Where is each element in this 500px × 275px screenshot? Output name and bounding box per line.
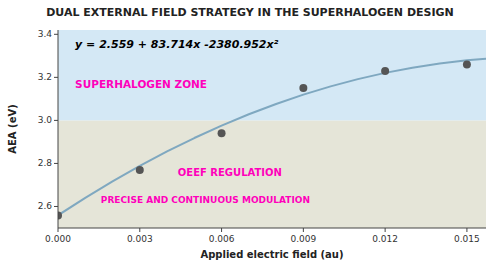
data-point	[218, 129, 226, 137]
data-point	[463, 60, 471, 68]
data-point	[58, 212, 62, 220]
x-tick-label: 0.012	[372, 234, 398, 244]
y-tick-label: 2.8	[38, 158, 53, 168]
y-tick	[54, 163, 58, 164]
plot-area	[58, 30, 486, 228]
data-point	[136, 166, 144, 174]
fit-curve	[58, 59, 486, 216]
zone-band	[58, 30, 486, 120]
annotation: PRECISE AND CONTINUOUS MODULATION	[101, 195, 310, 205]
x-tick-label: 0.000	[45, 234, 71, 244]
y-axis-label: AEA (eV)	[7, 104, 18, 153]
y-tick-label: 3.0	[38, 115, 53, 125]
y-tick	[54, 34, 58, 35]
chart: DUAL EXTERNAL FIELD STRATEGY IN THE SUPE…	[0, 0, 500, 275]
data-point	[299, 84, 307, 92]
y-tick	[54, 120, 58, 121]
x-tick	[385, 228, 386, 232]
x-tick	[58, 228, 59, 232]
page: {"chart_data": { "type": "scatter", "tit…	[0, 0, 500, 275]
annotation: OEEF REGULATION	[178, 167, 282, 178]
x-tick	[303, 228, 304, 232]
x-tick-label: 0.003	[127, 234, 153, 244]
x-axis-label: Applied electric field (au)	[200, 249, 343, 260]
x-tick	[221, 228, 222, 232]
y-tick-label: 3.2	[38, 72, 52, 82]
y-tick	[54, 206, 58, 207]
y-tick-label: 2.6	[38, 201, 53, 211]
x-axis-line	[58, 228, 486, 229]
annotation: SUPERHALOGEN ZONE	[75, 78, 207, 90]
title: DUAL EXTERNAL FIELD STRATEGY IN THE SUPE…	[46, 6, 454, 19]
zone-band	[58, 120, 486, 228]
x-tick	[466, 228, 467, 232]
x-tick	[139, 228, 140, 232]
data-point	[381, 67, 389, 75]
x-tick-label: 0.006	[209, 234, 235, 244]
x-tick-label: 0.015	[454, 234, 480, 244]
x-tick-label: 0.009	[290, 234, 316, 244]
y-tick-label: 3.4	[38, 29, 53, 39]
y-axis-line	[58, 30, 59, 228]
y-tick	[54, 77, 58, 78]
annotation: y = 2.559 + 83.714x -2380.952x²	[75, 38, 279, 51]
